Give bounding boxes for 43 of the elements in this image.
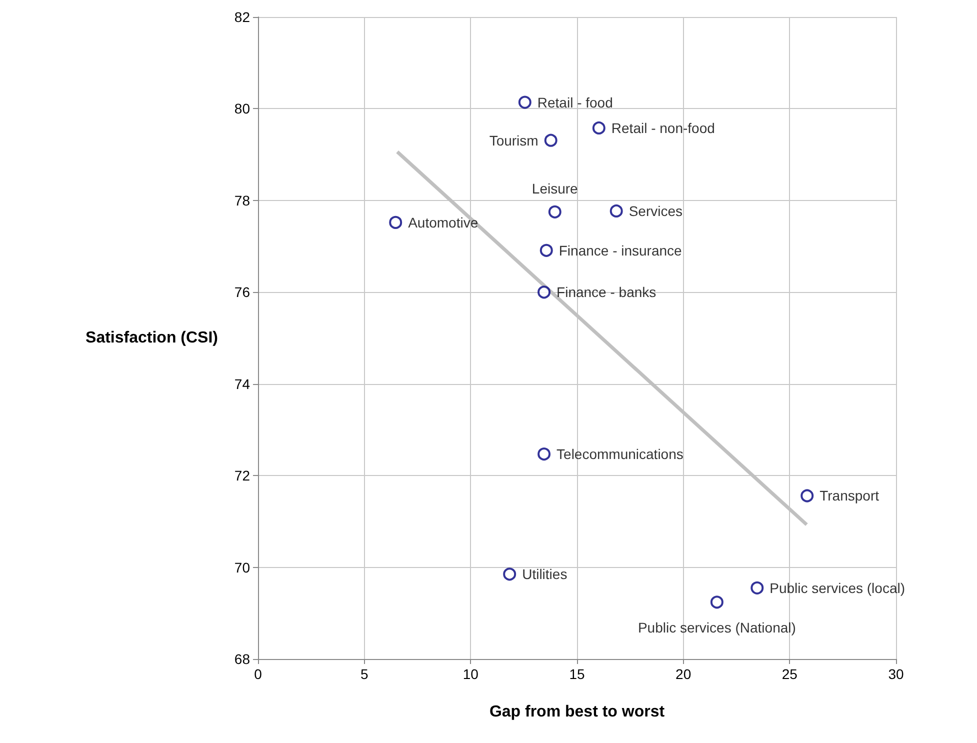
- point: [750, 581, 764, 594]
- data-label: Retail - food: [537, 94, 613, 110]
- data-label: Retail - non-food: [611, 120, 715, 136]
- point: [540, 244, 553, 257]
- data-label: Transport: [820, 488, 880, 504]
- point: [544, 134, 558, 147]
- data-label: Finance - insurance: [558, 242, 682, 258]
- x-tick-label: 30: [888, 666, 904, 682]
- data-label: Services: [628, 202, 683, 219]
- x-tick-label: 15: [569, 666, 585, 682]
- data-label: Public services (National): [638, 620, 796, 636]
- data-label: Automotive: [408, 214, 478, 230]
- y-tick-label: 72: [234, 468, 250, 484]
- data-label: Leisure: [532, 180, 578, 196]
- x-axis-title: Gap from best to worst: [489, 704, 666, 720]
- y-tick-label: 82: [234, 9, 250, 25]
- point: [710, 596, 724, 609]
- y-tick-label: 70: [234, 559, 250, 576]
- x-tick-label: 20: [676, 666, 692, 682]
- x-tick-label: 0: [254, 666, 262, 682]
- data-label: Public services (local): [770, 580, 906, 596]
- x-tick-label: 25: [782, 666, 798, 682]
- data-label: Telecommunications: [556, 446, 684, 462]
- point: [503, 568, 516, 581]
- y-axis-title: Satisfaction (CSI): [86, 330, 218, 346]
- point: [389, 216, 402, 229]
- x-tick-label: 5: [360, 666, 368, 682]
- x-tick-label: 10: [462, 666, 479, 682]
- point: [538, 286, 551, 299]
- point: [518, 96, 532, 109]
- data-label: Utilities: [522, 566, 568, 582]
- point: [800, 489, 814, 502]
- y-tick-label: 78: [234, 192, 250, 208]
- y-tick-label: 76: [234, 284, 250, 300]
- y-tick-label: 80: [234, 100, 250, 117]
- point: [610, 204, 623, 218]
- point: [592, 121, 606, 134]
- point: [548, 205, 562, 218]
- data-label: Finance - banks: [556, 284, 656, 300]
- data-label: Tourism: [489, 132, 538, 148]
- point: [538, 448, 551, 461]
- y-tick-label: 74: [234, 376, 250, 392]
- y-tick-label: 68: [234, 651, 250, 667]
